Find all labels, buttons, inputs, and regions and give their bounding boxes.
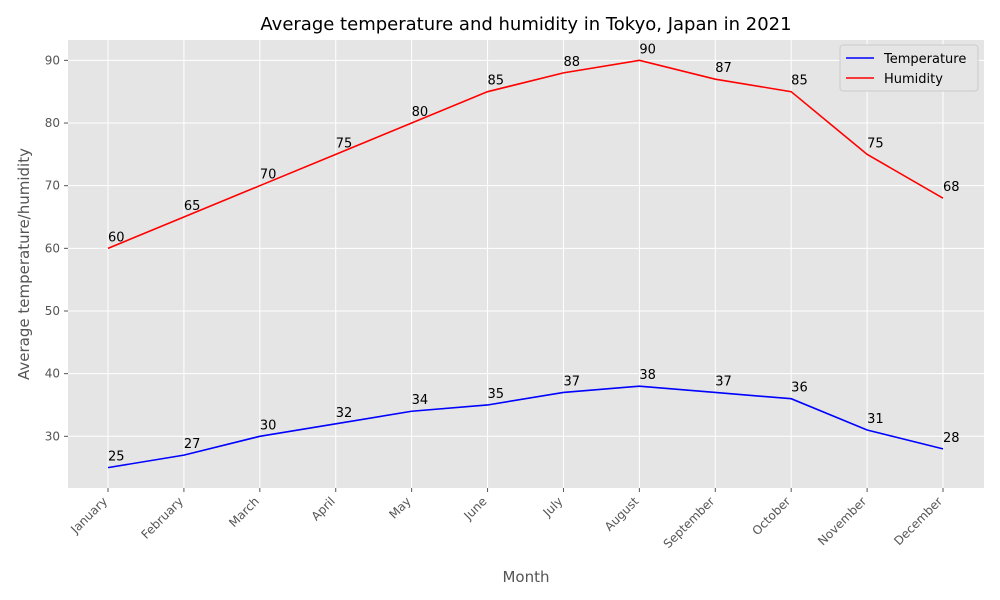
- legend-label: Temperature: [883, 52, 966, 67]
- data-label: 25: [108, 450, 125, 465]
- x-tick-label: March: [226, 494, 262, 530]
- grid: [68, 40, 984, 488]
- legend-label: Humidity: [884, 72, 943, 87]
- x-tick-label: November: [815, 494, 869, 548]
- data-label: 36: [791, 381, 808, 396]
- chart-title: Average temperature and humidity in Toky…: [260, 14, 791, 35]
- data-label: 88: [563, 55, 580, 70]
- data-label: 28: [943, 431, 960, 446]
- data-label: 70: [260, 168, 277, 183]
- data-label: 85: [791, 74, 808, 89]
- x-axis-ticks: January February March April May June July Augu…: [67, 488, 945, 551]
- data-label: 30: [260, 418, 277, 433]
- x-tick-label: May: [386, 494, 413, 521]
- data-label: 80: [412, 105, 429, 120]
- data-label: 90: [639, 42, 656, 57]
- data-label: 35: [488, 387, 505, 402]
- x-tick-label: June: [461, 494, 490, 523]
- data-label: 68: [943, 180, 960, 195]
- x-tick-label: August: [602, 494, 642, 534]
- x-tick-label: April: [309, 494, 338, 523]
- data-label: 87: [715, 61, 732, 76]
- y-tick-label: 90: [45, 53, 60, 67]
- data-label: 32: [336, 406, 353, 421]
- series-lines: [107, 59, 944, 469]
- data-label: 85: [488, 74, 505, 89]
- data-label: 75: [336, 136, 353, 151]
- legend: Temperature Humidity: [839, 44, 979, 92]
- y-axis-label: Average temperature/humidity: [15, 148, 33, 380]
- data-label: 37: [715, 374, 732, 389]
- y-tick-label: 50: [45, 304, 60, 318]
- data-label: 60: [108, 230, 125, 245]
- x-tick-label: October: [749, 494, 793, 538]
- x-tick-label: July: [540, 494, 566, 520]
- x-tick-label: September: [661, 494, 718, 551]
- y-axis-ticks: 30 40 50 60 70 80 90: [45, 53, 68, 443]
- series-line-humidity: [107, 59, 944, 250]
- x-axis-label: Month: [502, 568, 549, 586]
- y-tick-label: 80: [45, 116, 60, 130]
- plot-background: [68, 40, 984, 488]
- y-tick-label: 70: [45, 179, 60, 193]
- x-tick-label: January: [67, 494, 110, 537]
- data-label: 38: [639, 368, 656, 383]
- x-tick-label: December: [891, 494, 945, 548]
- legend-box: [839, 44, 979, 92]
- y-tick-label: 40: [45, 367, 60, 381]
- series-line-temperature: [107, 385, 944, 469]
- data-label: 27: [184, 437, 201, 452]
- data-labels: 25 27 30 32 34 35 37 38 37 36 31 28 60 65 70 75 80 85 88 90…: [108, 42, 960, 464]
- y-tick-label: 30: [45, 429, 60, 443]
- data-label: 37: [563, 374, 580, 389]
- data-label: 34: [412, 393, 429, 408]
- data-label: 65: [184, 199, 201, 214]
- data-label: 31: [867, 412, 884, 427]
- data-label: 75: [867, 136, 884, 151]
- x-tick-label: February: [139, 494, 187, 542]
- y-tick-label: 60: [45, 241, 60, 255]
